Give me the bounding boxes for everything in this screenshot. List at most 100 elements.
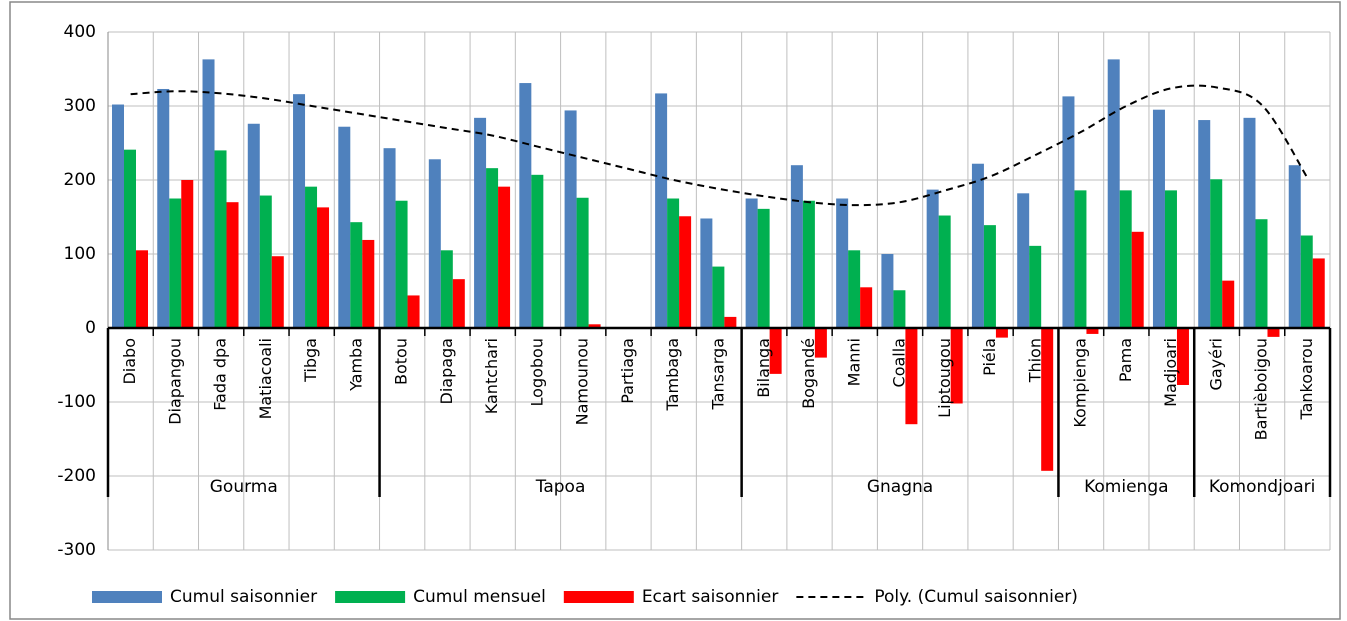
legend-swatch <box>92 591 162 603</box>
x-tick-label: Bartièboigou <box>1252 338 1271 440</box>
bar <box>1176 328 1189 385</box>
bar <box>893 290 906 328</box>
x-tick-label: Tankoarou <box>1297 338 1316 421</box>
bar <box>971 163 984 328</box>
bar <box>1222 280 1235 328</box>
bar <box>1017 193 1030 328</box>
group-label: Gourma <box>210 477 278 497</box>
legend-label: Ecart saisonnier <box>642 587 779 607</box>
y-tick-label: 400 <box>64 22 96 42</box>
bar <box>214 150 227 328</box>
bar <box>1198 120 1211 328</box>
y-tick-label: -200 <box>57 466 96 486</box>
group-label: Komondjoari <box>1209 477 1315 497</box>
bar <box>395 200 408 328</box>
bar <box>588 324 601 328</box>
bar <box>1152 109 1165 328</box>
y-tick-label: 200 <box>64 170 96 190</box>
x-tick-label: Yamba <box>346 338 365 392</box>
y-tick-label: 300 <box>64 96 96 116</box>
x-tick-label: Matiacoali <box>256 338 275 419</box>
bar <box>905 328 918 425</box>
group-label: Gnagna <box>867 477 933 497</box>
x-tick-label: Madjoari <box>1161 338 1180 407</box>
x-tick-label: Manni <box>844 338 863 386</box>
bar <box>950 328 963 404</box>
bar <box>452 279 465 328</box>
bar <box>362 239 375 328</box>
bar <box>848 250 861 328</box>
y-tick-label: 100 <box>64 244 96 264</box>
bar <box>790 165 803 328</box>
bar <box>1267 328 1280 337</box>
bar <box>814 328 827 358</box>
bar <box>860 287 873 328</box>
bar <box>564 110 577 328</box>
x-tick-label: Thion <box>1025 338 1044 383</box>
bar <box>1210 179 1223 328</box>
bar <box>926 189 939 328</box>
y-tick-label: -100 <box>57 392 96 412</box>
bar <box>1243 117 1256 328</box>
bar <box>407 295 420 328</box>
bar <box>157 88 170 328</box>
bar <box>1288 165 1301 328</box>
x-tick-label: Botou <box>392 338 411 385</box>
bar <box>983 225 996 328</box>
bar <box>317 207 330 328</box>
bar <box>655 93 668 328</box>
x-tick-label: Diapangou <box>165 338 184 425</box>
bar <box>1312 258 1325 328</box>
x-tick-label: Pama <box>1116 338 1135 382</box>
bar <box>1300 235 1313 328</box>
bar <box>181 180 194 328</box>
x-tick-label: Piéla <box>980 338 999 376</box>
bar <box>305 186 318 328</box>
bar <box>350 222 363 328</box>
bar <box>247 123 260 328</box>
bar <box>271 256 284 328</box>
trend-line <box>130 84 1309 207</box>
bar <box>995 328 1008 338</box>
x-tick-label: Fada dpa <box>211 338 230 411</box>
x-tick-label: Liptougou <box>935 338 954 418</box>
bar <box>338 126 351 328</box>
bar <box>667 198 680 328</box>
x-tick-label: Bogandé <box>799 338 818 409</box>
bar <box>112 104 124 329</box>
bar <box>531 174 544 328</box>
legend-swatch <box>335 591 406 603</box>
bar <box>1086 328 1099 334</box>
bar <box>383 148 396 328</box>
bar <box>428 159 441 328</box>
x-tick-label: Tansarga <box>709 338 728 410</box>
bar <box>700 218 713 328</box>
bar <box>259 195 272 328</box>
y-tick-label: -300 <box>57 540 96 560</box>
x-tick-label: Namounou <box>573 338 592 425</box>
y-tick-label: 0 <box>85 318 96 338</box>
x-tick-label: Coalla <box>890 338 909 387</box>
x-tick-label: Kompienga <box>1071 338 1090 428</box>
x-tick-label: Partiaga <box>618 338 637 404</box>
group-label: Komienga <box>1084 477 1168 497</box>
x-tick-label: Logobou <box>527 338 546 406</box>
x-tick-label: Tambaga <box>663 338 682 411</box>
legend-label: Cumul mensuel <box>413 587 546 607</box>
bar <box>136 250 148 328</box>
bar <box>769 328 782 374</box>
bar <box>757 208 770 328</box>
bar <box>1062 96 1075 328</box>
x-tick-label: Gayéri <box>1206 338 1225 391</box>
bar <box>169 198 182 328</box>
bar <box>724 316 737 328</box>
legend-label: Poly. (Cumul saisonnier) <box>874 587 1078 607</box>
bar <box>1107 59 1120 328</box>
bar <box>1074 190 1087 328</box>
bar <box>938 215 951 328</box>
bar <box>519 83 532 328</box>
bar <box>293 94 306 328</box>
legend-label: Cumul saisonnier <box>170 587 317 607</box>
group-label: Tapoa <box>535 477 586 497</box>
bar <box>1029 245 1042 328</box>
